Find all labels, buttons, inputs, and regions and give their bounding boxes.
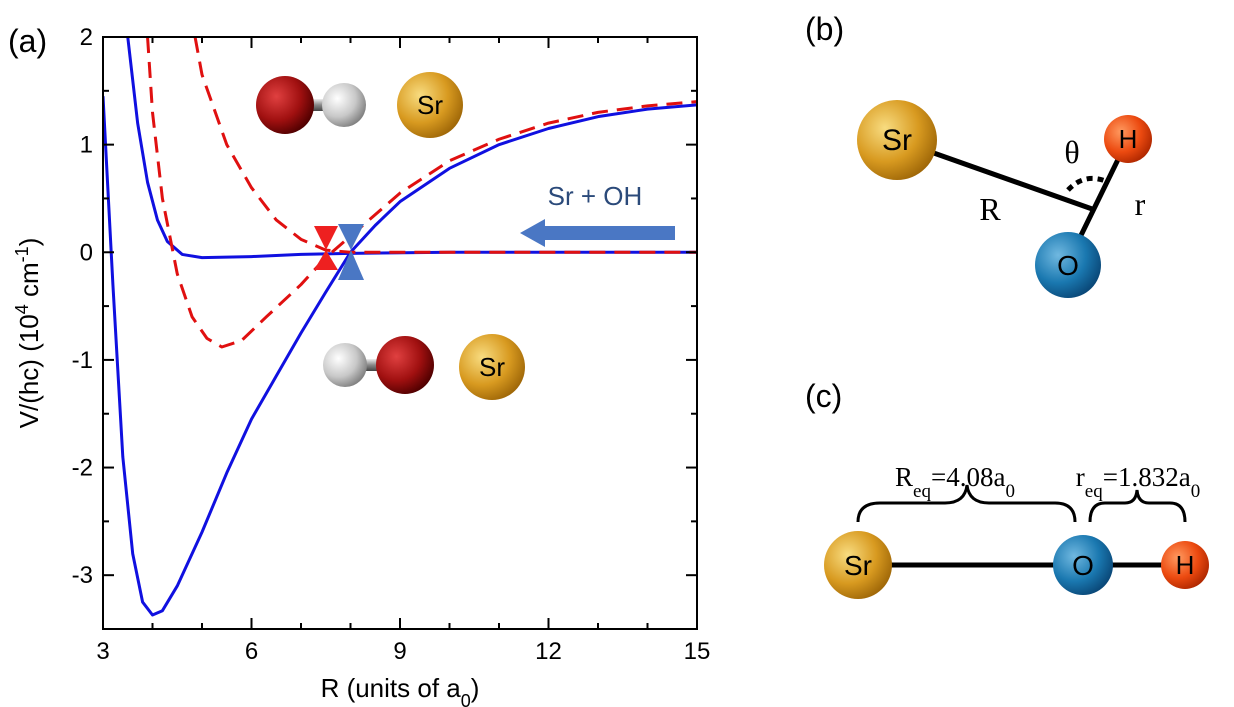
x-tick-label: 9 [393,638,406,665]
molecule-top: Sr [256,72,463,138]
potential-curve [103,96,697,617]
label-sub: eq [913,481,931,502]
y-label-text: cm [14,262,44,304]
atom-label: Sr [844,550,872,581]
atom-ball [459,334,525,400]
label-text: =1.832a [1103,462,1191,492]
label-text: =4.08a [931,462,1005,492]
atom-ball [1035,232,1101,298]
atom-label: O [1057,250,1079,281]
angle-label: θ [1064,134,1079,170]
brace [1088,489,1187,523]
y-tick-label: 0 [80,239,93,266]
panel-a: (a) Sr Sr Sr + OH R (units of a0) V/(hc)… [8,23,710,707]
label-text: r [1076,462,1085,492]
panel-label: (a) [8,23,47,59]
plot-frame [102,36,698,630]
y-tick-label: -2 [72,455,93,482]
y-tick-label: 1 [80,132,93,159]
y-axis-label: V/(hc) (104 cm-1) [12,238,44,429]
equilibrium-label: Req=4.08a0 [895,462,1015,502]
panel-label: (b) [805,11,844,47]
atom-ball [376,336,434,394]
crossing-marker [338,224,364,280]
crossing-marker [314,226,338,270]
atom-ball [1161,541,1209,589]
x-tick-label: 6 [245,638,258,665]
y-tick-label: -1 [72,347,93,374]
x-tick-label: 3 [96,638,109,665]
atom-ball [824,531,892,599]
atom-ball [323,343,367,387]
atom-ball [1104,115,1152,163]
panel-label: (c) [805,378,842,414]
x-tick-label: 15 [684,638,711,665]
plot-area [103,37,697,617]
panel-c: (c) Sr O H Req=4.08a0 req=1.832a0 [805,378,1209,599]
atom-ball [1053,535,1113,595]
x-tick-label: 12 [535,638,562,665]
atom-ball [322,83,366,127]
potential-curve [193,37,697,254]
equilibrium-label: req=1.832a0 [1076,462,1200,502]
y-label-text: ) [14,238,44,247]
atom-label: O [1072,550,1094,581]
atom-ball [857,100,937,180]
x-label-sub: 0 [461,691,471,707]
y-label-sup: 4 [12,304,32,314]
label-sub: 0 [1191,481,1201,502]
y-label-sup: -1 [12,246,32,262]
atom-label: Sr [882,124,912,157]
arrow [520,219,675,247]
label-text: R [895,462,913,492]
atom-label: Sr [479,352,505,382]
x-axis-label: R (units of a0) [321,673,480,707]
atom-label: H [1119,124,1138,154]
distance-label: r [1135,186,1146,222]
y-tick-label: -3 [72,562,93,589]
atom-ball [397,72,463,138]
potential-curve [146,37,697,349]
label-sub: 0 [1005,481,1015,502]
brace [856,484,1077,523]
label-sub: eq [1085,481,1103,502]
angle-arc [1066,175,1109,192]
x-label-text: ) [471,673,480,703]
panel-b: (b) Sr H O θ R r [805,11,1152,298]
atom-label: Sr [417,90,443,120]
molecule-bottom: Sr [323,334,525,400]
x-label-text: R (units of a [321,673,462,703]
y-tick-label: 2 [80,24,93,51]
distance-label: R [979,191,1001,227]
y-label-text: V/(hc) (10 [14,314,44,428]
atom-ball [256,76,314,134]
atom-label: H [1176,550,1195,580]
arrow-text: Sr + OH [548,181,643,211]
potential-curve [126,37,697,260]
